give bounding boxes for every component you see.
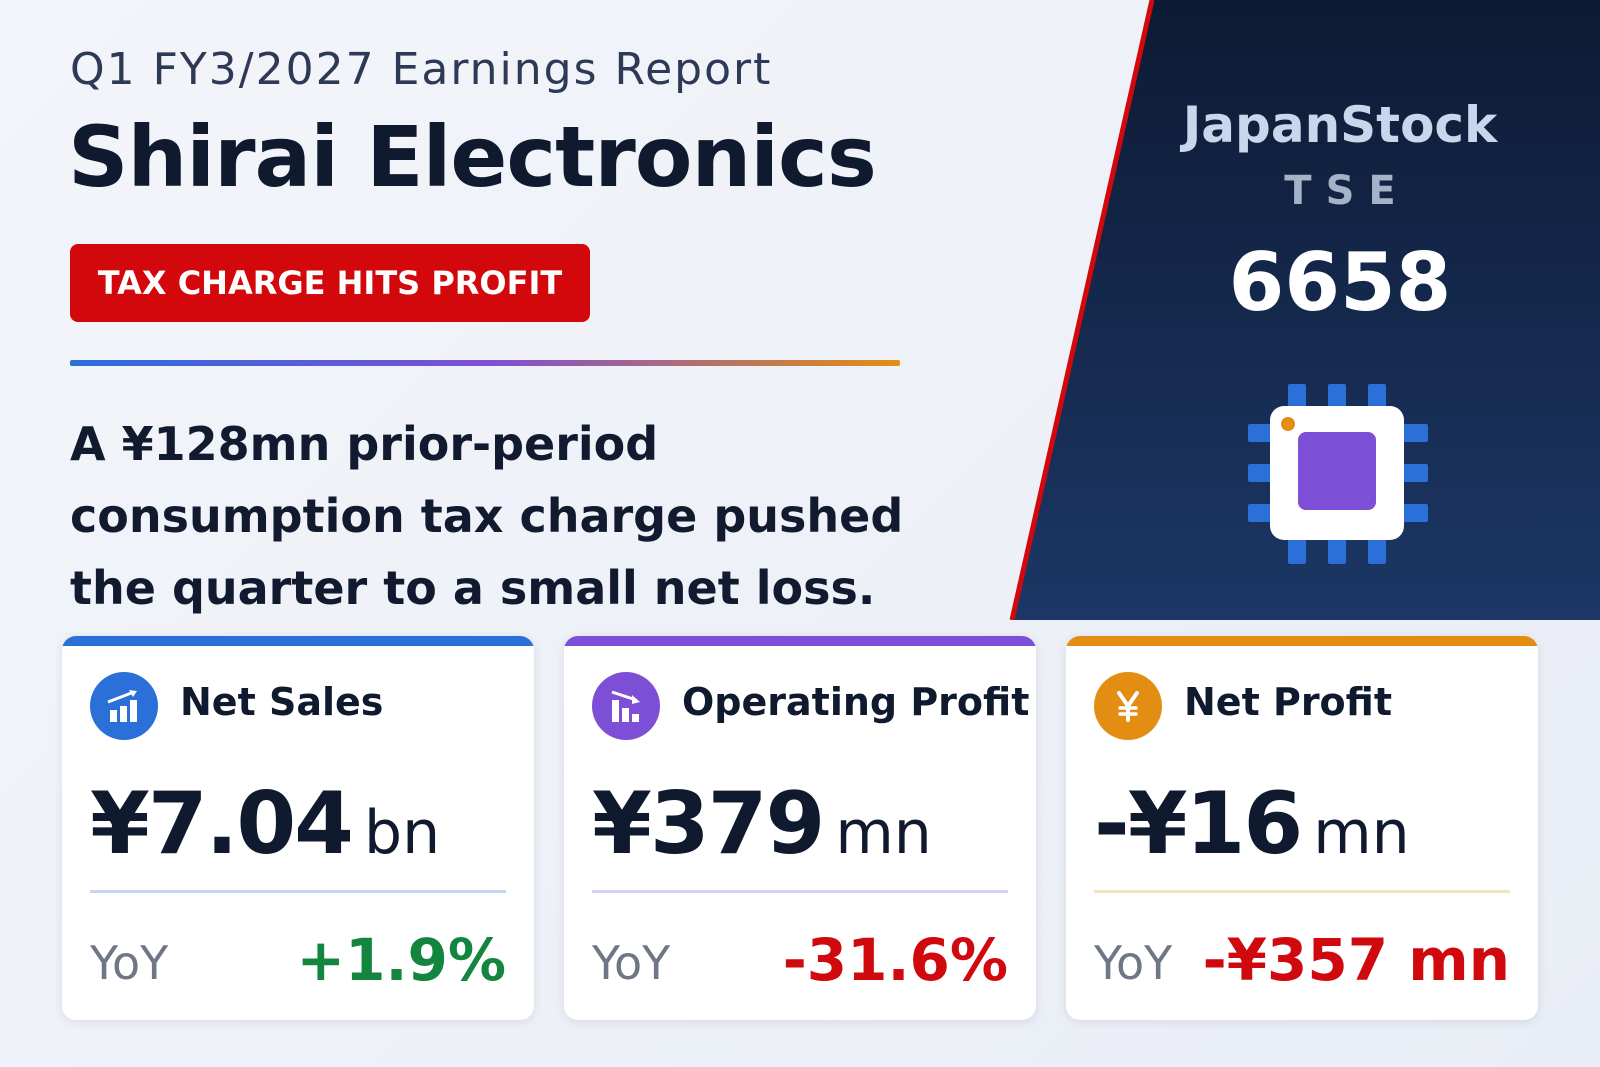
company-name: Shirai Electronics	[68, 108, 877, 206]
metric-value: ¥379	[592, 774, 825, 874]
yoy-label: YoY	[90, 936, 169, 990]
gradient-divider	[70, 360, 900, 366]
exchange-label: TSE	[1284, 168, 1410, 214]
yoy-value: -31.6%	[782, 926, 1008, 994]
metric-value-row: -¥16 mn	[1094, 774, 1410, 874]
yen-icon	[1094, 672, 1162, 740]
metric-value: ¥7.04	[90, 774, 354, 874]
card-accent-bar	[62, 636, 534, 646]
yoy-label: YoY	[1094, 936, 1173, 990]
card-accent-bar	[564, 636, 1036, 646]
summary-text: A ¥128mn prior-period consumption tax ch…	[70, 417, 904, 615]
metric-label: Net Sales	[180, 680, 384, 724]
metric-unit: mn	[835, 798, 932, 868]
operating-profit-card: Operating Profit ¥379 mn YoY -31.6%	[564, 636, 1036, 1020]
yoy-value: +1.9%	[296, 926, 506, 994]
ticker-code: 6658	[1228, 236, 1452, 329]
bar-chart-down-icon	[592, 672, 660, 740]
card-accent-bar	[1066, 636, 1538, 646]
metric-value: -¥16	[1094, 774, 1303, 874]
yoy-label: YoY	[592, 936, 671, 990]
metric-label: Operating Profit	[682, 680, 1030, 724]
metric-label: Net Profit	[1184, 680, 1392, 724]
metric-unit: bn	[364, 798, 441, 868]
card-separator	[592, 890, 1008, 893]
bar-chart-up-icon	[90, 672, 158, 740]
card-separator	[90, 890, 506, 893]
net-sales-card: Net Sales ¥7.04 bn YoY +1.9%	[62, 636, 534, 1020]
metric-unit: mn	[1313, 798, 1410, 868]
metric-value-row: ¥7.04 bn	[90, 774, 440, 874]
headline-badge: TAX CHARGE HITS PROFIT	[70, 244, 590, 322]
microchip-icon	[1248, 384, 1428, 564]
report-subtitle: Q1 FY3/2027 Earnings Report	[70, 44, 773, 95]
yoy-value: -¥357 mn	[1202, 926, 1510, 994]
brand-name: JapanStock	[1182, 96, 1498, 154]
net-profit-card: Net Profit -¥16 mn YoY -¥357 mn	[1066, 636, 1538, 1020]
metric-value-row: ¥379 mn	[592, 774, 932, 874]
card-separator	[1094, 890, 1510, 893]
